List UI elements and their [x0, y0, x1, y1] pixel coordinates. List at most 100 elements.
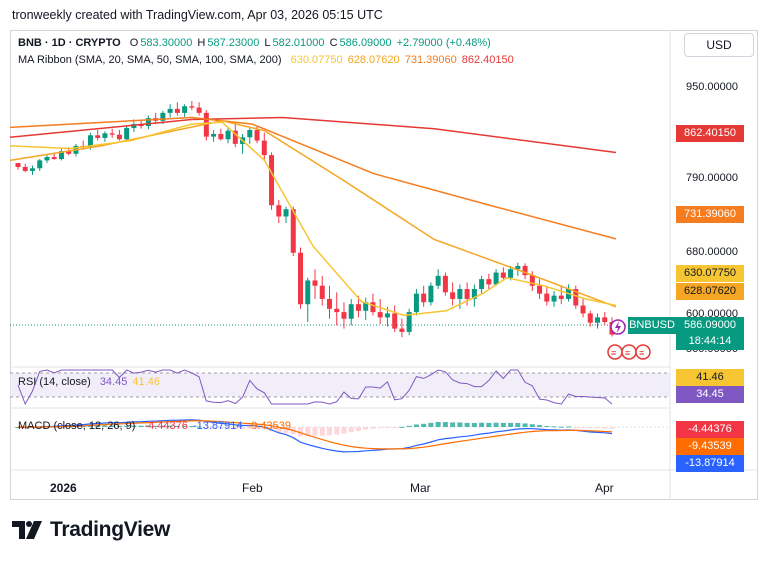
macd-signal-value: -9.43539 — [247, 420, 291, 432]
x-label-2026: 2026 — [50, 481, 77, 495]
candle-body — [486, 279, 492, 285]
candle-body — [544, 293, 550, 302]
candle-body — [196, 107, 202, 113]
candle-body — [377, 312, 383, 318]
macd-hist-value: -4.44376 — [144, 420, 188, 432]
macd-histogram-bar — [240, 427, 246, 430]
macd-histogram-bar — [276, 427, 282, 433]
macd-histogram-bar — [522, 423, 528, 427]
candle-body — [174, 108, 180, 113]
macd-histogram-bar — [254, 427, 260, 429]
candle-body — [290, 209, 296, 253]
macd-histogram-bar — [225, 427, 231, 429]
candle-body — [587, 313, 593, 323]
tag-sma100: 731.39060 — [676, 206, 744, 223]
candles-group — [15, 100, 615, 338]
macd-histogram-bar — [167, 425, 173, 427]
candle-body — [283, 209, 289, 217]
price-label-680: 680.00000 — [686, 246, 738, 258]
candle-body — [95, 135, 101, 138]
symbol-title: BNB · 1D · CRYPTO — [18, 37, 121, 49]
macd-histogram-bar — [566, 426, 572, 428]
tag-macd-line: -13.87914 — [676, 455, 744, 472]
candle-body — [435, 275, 441, 286]
candle-body — [421, 293, 427, 303]
macd-histogram-bar — [348, 427, 354, 433]
macd-histogram-bar — [305, 427, 311, 437]
candle-body — [189, 106, 195, 108]
tag-rsi: 34.45 — [676, 386, 744, 403]
macd-histogram-bar — [269, 427, 275, 432]
candle-body — [182, 106, 188, 113]
high-value: 587.23000 — [207, 37, 260, 49]
macd-histogram-bar — [145, 425, 151, 427]
candle-body — [51, 157, 57, 160]
macd-histogram-bar — [182, 425, 188, 427]
tag-last-price: 586.09000 — [676, 317, 744, 334]
macd-histogram-bar — [377, 427, 383, 429]
rsi-legend[interactable]: RSI (14, close) 34.45 41.46 — [18, 376, 162, 388]
candle-body — [580, 305, 586, 314]
tag-countdown: 18:44:14 — [676, 333, 744, 350]
candle-body — [116, 134, 122, 140]
candle-body — [479, 279, 485, 290]
candle-body — [602, 317, 608, 323]
macd-histogram-bar — [124, 425, 130, 427]
candle-body — [428, 285, 434, 303]
macd-histogram-bar — [558, 426, 564, 428]
macd-histogram-bar — [261, 427, 267, 430]
candle-body — [247, 130, 253, 138]
macd-histogram-bar — [500, 422, 506, 427]
macd-histogram-bar — [544, 425, 550, 427]
macd-histogram-bar — [203, 427, 209, 428]
candle-body — [334, 308, 340, 313]
macd-histogram-bar — [102, 425, 108, 427]
macd-histogram-bar — [537, 425, 543, 427]
candle-body — [66, 151, 72, 154]
event-flag-glyph-2: ≡ — [625, 348, 630, 358]
macd-histogram-bar — [131, 425, 137, 427]
macd-histogram-bar — [196, 426, 202, 428]
candle-body — [450, 292, 456, 299]
candle-body — [160, 112, 166, 121]
macd-group — [15, 419, 615, 453]
ma-ribbon-legend[interactable]: MA Ribbon (SMA, 20, SMA, 50, SMA, 100, S… — [18, 54, 516, 66]
currency-button[interactable]: USD — [684, 33, 754, 57]
candle-body — [442, 275, 448, 293]
macd-line-value: -13.87914 — [192, 420, 243, 432]
candle-body — [87, 135, 93, 148]
x-label-apr: Apr — [595, 481, 614, 495]
candle-body — [406, 312, 412, 332]
candle-body — [515, 265, 521, 270]
candle-body — [399, 328, 405, 332]
macd-histogram-bar — [580, 427, 586, 428]
macd-histogram-bar — [442, 422, 448, 427]
macd-signal-line — [18, 420, 613, 450]
candle-body — [232, 130, 238, 144]
candle-body — [363, 302, 369, 311]
ma200-value: 862.40150 — [461, 54, 514, 66]
ticker-tag: BNBUSD — [628, 317, 676, 334]
candle-body — [413, 293, 419, 313]
macd-histogram-bar — [479, 422, 485, 427]
macd-histogram-bar — [87, 425, 93, 427]
candle-body — [500, 272, 506, 278]
macd-histogram-bar — [95, 425, 101, 427]
candle-body — [348, 304, 354, 319]
macd-histogram-bar — [602, 427, 608, 429]
rsi-label: RSI (14, close) — [18, 376, 91, 388]
candle-body — [457, 289, 463, 299]
tag-macd-hist: -4.44376 — [676, 421, 744, 438]
price-label-950: 950.00000 — [686, 81, 738, 93]
macd-legend[interactable]: MACD (close, 12, 26, 9) -4.44376 -13.879… — [18, 420, 293, 432]
macd-histogram-bar — [595, 427, 601, 429]
tradingview-logo-icon — [12, 521, 42, 539]
macd-histogram-bar — [464, 422, 470, 427]
candle-body — [341, 312, 347, 319]
ma-ribbon-lines — [9, 116, 617, 317]
tag-macd-signal: -9.43539 — [676, 438, 744, 455]
candle-body — [537, 285, 543, 294]
candle-body — [298, 252, 304, 305]
macd-histogram-bar — [486, 422, 492, 427]
